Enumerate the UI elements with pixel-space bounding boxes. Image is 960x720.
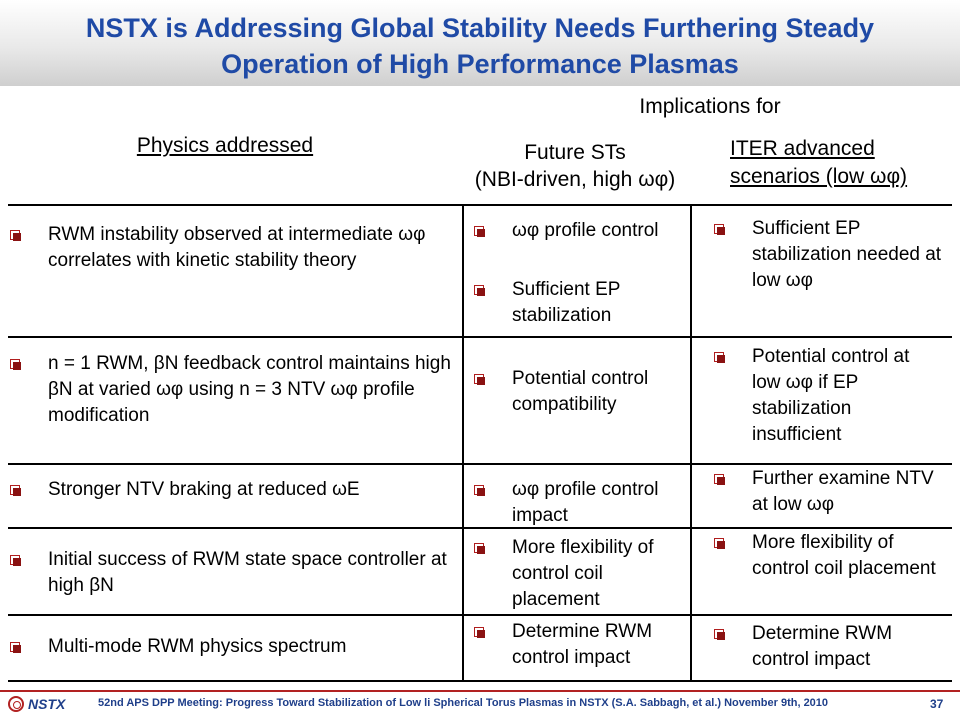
- physics-item-1: RWM instability observed at intermediate…: [10, 222, 448, 274]
- bullet-icon: [474, 374, 485, 385]
- iter-item-3: Further examine NTV at low ωφ: [714, 466, 942, 518]
- future-item-5: More flexibility of control coil placeme…: [474, 535, 687, 613]
- future-item-3: Potential control compatibility: [474, 366, 692, 418]
- column-divider-1: [462, 204, 464, 680]
- bullet-icon: [474, 285, 485, 296]
- bullet-icon: [10, 555, 21, 566]
- bullet-icon: [474, 226, 485, 237]
- bullet-icon: [474, 543, 485, 554]
- future-item-2: Sufficient EP stabilization: [474, 277, 682, 329]
- title-line-1: NSTX is Addressing Global Stability Need…: [85, 13, 875, 43]
- bullet-icon: [10, 230, 21, 241]
- row-rule-3: [8, 527, 952, 529]
- future-sts-header-2: (NBI-driven, high ωφ): [474, 168, 676, 191]
- title-line-2: Operation of High Performance Plasmas: [221, 49, 739, 79]
- physics-item-2: n = 1 RWM, βN feedback control maintains…: [10, 351, 458, 429]
- future-item-1: ωφ profile control: [474, 218, 682, 244]
- iter-item-1: Sufficient EP stabilization needed at lo…: [714, 216, 942, 294]
- iter-header-2: scenarios (low ωφ): [730, 165, 908, 188]
- table-bottom-rule: [8, 680, 952, 682]
- nstx-logo-text: NSTX: [28, 696, 66, 712]
- bullet-icon: [10, 359, 21, 370]
- future-sts-header-1: Future STs: [524, 141, 626, 164]
- slide-title: NSTX is Addressing Global Stability Need…: [0, 10, 960, 82]
- row-rule-4: [8, 614, 952, 616]
- footer-rule: [0, 690, 960, 692]
- page-number: 37: [930, 697, 944, 711]
- title-bar: [0, 0, 960, 86]
- row-rule-1: [8, 336, 952, 338]
- bullet-icon: [714, 629, 725, 640]
- iter-item-2: Potential control at low ωφ if EP stabil…: [714, 344, 942, 448]
- physics-item-3: Stronger NTV braking at reduced ωE: [10, 477, 468, 503]
- bullet-icon: [714, 474, 725, 485]
- future-item-4: ωφ profile control impact: [474, 477, 682, 529]
- iter-item-5: Determine RWM control impact: [714, 621, 952, 673]
- bullet-icon: [474, 627, 485, 638]
- footer-meeting-text: 52nd APS DPP Meeting: Progress Toward St…: [98, 697, 829, 709]
- bullet-icon: [714, 352, 725, 363]
- future-item-6: Determine RWM control impact: [474, 619, 692, 671]
- physics-header: Physics addressed: [136, 134, 314, 157]
- bullet-icon: [714, 224, 725, 235]
- bullet-icon: [474, 485, 485, 496]
- iter-header-1: ITER advanced: [730, 137, 875, 160]
- bullet-icon: [10, 642, 21, 653]
- bullet-icon: [10, 485, 21, 496]
- physics-item-5: Multi-mode RWM physics spectrum: [10, 634, 468, 660]
- bullet-icon: [714, 538, 725, 549]
- iter-item-4: More flexibility of control coil placeme…: [714, 530, 952, 582]
- implications-header: Implications for: [639, 95, 781, 118]
- table-top-rule: [8, 204, 952, 206]
- nstx-logo-icon: [8, 696, 24, 712]
- column-divider-2: [690, 204, 692, 680]
- row-rule-2: [8, 463, 952, 465]
- physics-item-4: Initial success of RWM state space contr…: [10, 547, 448, 599]
